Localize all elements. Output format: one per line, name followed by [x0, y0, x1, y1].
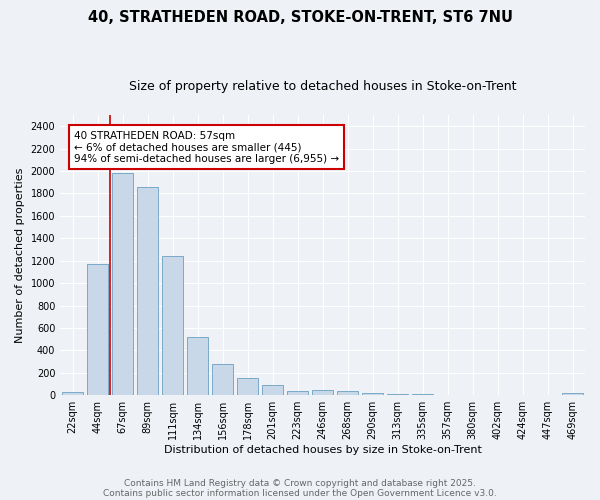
Bar — [187, 337, 208, 395]
Bar — [437, 394, 458, 395]
Bar — [362, 393, 383, 395]
Bar — [312, 390, 333, 395]
Bar — [237, 378, 258, 395]
Bar — [137, 186, 158, 395]
Bar — [462, 394, 483, 395]
Bar — [412, 394, 433, 395]
Bar — [162, 256, 183, 395]
Text: 40 STRATHEDEN ROAD: 57sqm
← 6% of detached houses are smaller (445)
94% of semi-: 40 STRATHEDEN ROAD: 57sqm ← 6% of detach… — [74, 130, 339, 164]
Bar — [87, 264, 108, 395]
Bar — [562, 393, 583, 395]
Bar — [212, 364, 233, 395]
Y-axis label: Number of detached properties: Number of detached properties — [15, 168, 25, 343]
Bar — [287, 390, 308, 395]
Bar — [337, 390, 358, 395]
Bar — [112, 174, 133, 395]
Title: Size of property relative to detached houses in Stoke-on-Trent: Size of property relative to detached ho… — [129, 80, 517, 93]
Text: Contains public sector information licensed under the Open Government Licence v3: Contains public sector information licen… — [103, 489, 497, 498]
Bar — [262, 385, 283, 395]
Bar — [62, 392, 83, 395]
Bar — [387, 394, 408, 395]
Text: Contains HM Land Registry data © Crown copyright and database right 2025.: Contains HM Land Registry data © Crown c… — [124, 478, 476, 488]
X-axis label: Distribution of detached houses by size in Stoke-on-Trent: Distribution of detached houses by size … — [164, 445, 482, 455]
Text: 40, STRATHEDEN ROAD, STOKE-ON-TRENT, ST6 7NU: 40, STRATHEDEN ROAD, STOKE-ON-TRENT, ST6… — [88, 10, 512, 25]
